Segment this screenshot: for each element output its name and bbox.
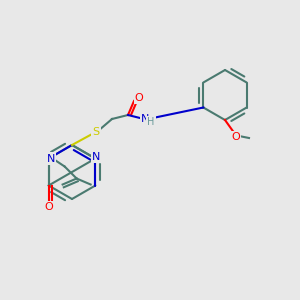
Text: H: H: [147, 117, 155, 127]
Text: O: O: [135, 93, 143, 103]
Text: N: N: [46, 154, 55, 164]
Text: N: N: [141, 114, 149, 124]
Text: O: O: [44, 202, 53, 212]
Text: O: O: [232, 132, 240, 142]
Text: N: N: [92, 152, 100, 161]
Text: S: S: [92, 127, 100, 137]
